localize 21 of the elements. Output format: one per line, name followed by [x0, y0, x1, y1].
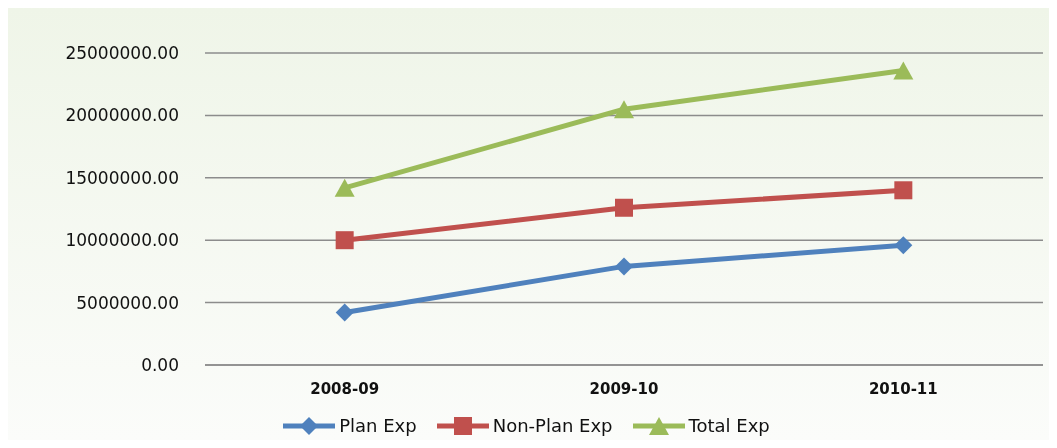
y-tick-label: 15000000.00	[65, 167, 179, 188]
y-tick-label: 25000000.00	[65, 43, 179, 64]
y-tick-label: 0.00	[141, 355, 179, 376]
legend-label: Plan Exp	[339, 415, 417, 436]
point	[894, 236, 913, 255]
point	[615, 198, 633, 217]
point	[894, 181, 913, 200]
x-tick-label: 2008-09	[310, 379, 380, 398]
x-tick-label: 2009-10	[589, 379, 659, 398]
legend-label: Non-Plan Exp	[492, 415, 613, 436]
y-tick-label: 10000000.00	[65, 230, 179, 251]
legend-label: Total Exp	[688, 415, 770, 436]
point	[335, 231, 354, 250]
point	[893, 61, 914, 80]
point	[335, 303, 354, 322]
y-tick-label: 5000000.00	[76, 292, 179, 313]
point	[334, 178, 355, 197]
point	[614, 100, 634, 119]
x-tick-label: 2010-11	[868, 379, 938, 398]
y-tick-label: 20000000.00	[65, 105, 179, 126]
point	[615, 257, 633, 276]
